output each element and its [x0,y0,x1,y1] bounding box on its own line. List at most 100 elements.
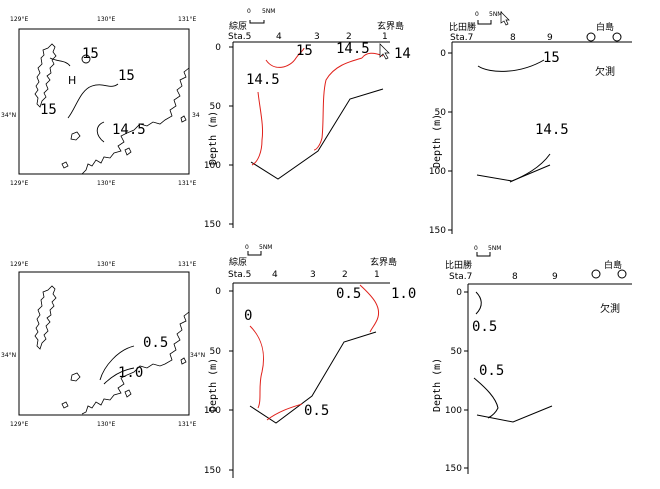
isotherm-14.5-west [251,91,263,166]
section-bottom-right: 0 50 100 150 Depth (m) 0 5NM 比田勝 白島 Sta.… [432,245,632,474]
station-label: 3 [314,32,320,42]
east-place-name: 白島 [604,259,622,271]
scale-zero: 0 [475,11,479,18]
depth-axis-label: Depth (m) [208,358,219,412]
depth-tick-label: 50 [210,102,222,112]
isoline-0.5-lower [473,377,499,419]
station-label: 1 [374,270,380,280]
kyushu-coastline [81,311,190,415]
isoline-0.5-bottom [266,403,303,421]
lon-label-bottom-east: 131°E [178,421,196,428]
scale-label: 5NM [262,8,275,15]
contour-label: 15 [118,68,135,84]
contour-label: H [68,74,76,87]
west-place-name: 綜原 [229,20,247,32]
scale-label: 5NM [488,245,501,252]
depth-tick-label: 50 [435,108,447,118]
depth-tick-label: 50 [210,347,222,357]
isoline-0.5 [99,345,135,381]
tsushima-island [34,285,57,350]
isoline-label: 0.5 [304,403,329,419]
isoline-label: 1.0 [391,286,416,302]
missing-data-note: 欠測 [595,65,615,78]
isotherm-14.5-east [313,57,363,151]
scale-bar [247,251,262,256]
east-place-name: 玄界島 [370,256,397,268]
scale-zero: 0 [474,245,478,252]
depth-tick-label: 100 [429,167,446,177]
isotherm-label: 14 [394,46,411,62]
scale-label: 5NM [259,244,272,251]
iki-island [70,372,81,382]
station-label: 4 [272,270,278,280]
lat-label-left: 34°N [1,352,16,359]
seabed-profile [250,88,384,180]
contour-label: 1.0 [118,365,143,381]
station-circle [612,32,622,42]
map-bottom: 129°E 130°E 131°E 129°E 130°E 131°E 34°N… [1,261,205,428]
lon-label-bottom-mid: 130°E [97,421,115,428]
east-place-name: 白島 [596,21,614,33]
station-label: 2 [342,270,348,280]
isotherm-15 [265,47,305,68]
station-circle [617,269,627,279]
scale-bar [477,20,492,25]
seabed-profile [249,331,377,424]
mouse-cursor-icon [500,11,510,26]
lon-label-bottom-west: 129°E [10,421,28,428]
station-label: 1 [382,32,388,42]
isoline-label: 0.5 [479,363,504,379]
lon-label-bottom-east: 131°E [178,180,196,187]
station-label: Sta.7 [449,272,472,282]
station-label: 9 [552,272,558,282]
depth-tick-label: 150 [445,464,462,474]
kyushu-islet [124,147,132,156]
depth-tick-label: 0 [456,288,462,298]
isoline-0-west [249,325,264,409]
isotherm-label: 15 [543,50,560,66]
lon-label-bottom-mid: 130°E [97,180,115,187]
section-top-middle: 0 50 100 150 Depth (m) 0 5NM 綜原 玄界島 Sta.… [204,8,411,230]
depth-tick-label: 150 [204,466,221,476]
isotherm-label: 14.5 [246,72,280,88]
iki-island [70,131,81,141]
station-label: 8 [510,33,516,43]
mouse-cursor-icon [379,43,390,60]
station-label: 8 [512,272,518,282]
scale-zero: 0 [247,8,251,15]
isoline-label: 0.5 [336,286,361,302]
seabed-profile [476,164,551,182]
depth-tick-label: 50 [451,347,463,357]
map-frame [18,28,190,175]
isoline-0.5-east [359,284,380,333]
station-label: 2 [346,32,352,42]
isotherm-15-north [49,57,71,67]
small-islet-2 [180,115,187,123]
isotherm-15-main [67,83,119,119]
depth-tick-label: 150 [204,220,221,230]
west-place-name: 綜原 [229,256,247,268]
station-circle [591,269,601,279]
station-label: 4 [276,32,282,42]
kyushu-islet [124,389,132,398]
lon-label-bottom-west: 129°E [10,180,28,187]
isotherm-14.5 [509,153,551,183]
station-label: Sta.7 [450,33,473,43]
depth-axis-label: Depth (m) [432,114,443,168]
station-circle [586,32,596,42]
isotherm-15-eddy [81,54,91,64]
scale-label: 5NM [489,11,502,18]
lon-label-top-east: 131°E [178,16,196,23]
contour-label: 15 [40,102,57,118]
lon-label-top-west: 129°E [10,261,28,268]
station-label: 3 [310,270,316,280]
isoline-label: 0 [244,308,252,324]
station-label: 9 [547,33,553,43]
isotherm-14.5 [96,121,105,143]
section-bottom-middle: 0 50 100 150 Depth (m) 0 5NM 綜原 玄界島 Sta.… [204,244,416,478]
map-frame [18,271,190,416]
lat-label-right: 34 [192,112,200,119]
isoline-1.0 [103,367,135,385]
map-top: 129°E 130°E 131°E 129°E 130°E 131°E 34°N… [1,16,200,187]
